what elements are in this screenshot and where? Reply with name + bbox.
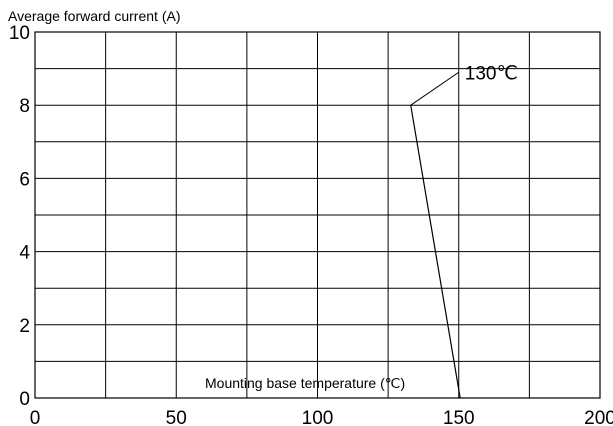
- plot-border: [34, 31, 601, 399]
- y-axis-title: Average forward current (A): [8, 8, 180, 24]
- y-tick-label: 4: [19, 243, 30, 264]
- y-tick-label: 2: [19, 316, 30, 337]
- y-tick-label: 6: [19, 169, 30, 190]
- x-tick-label: 200: [584, 408, 613, 426]
- x-axis-title: Mounting base temperature (℃): [205, 375, 405, 391]
- series: [410, 105, 461, 399]
- plot-frame: [34, 31, 601, 399]
- annotation-label: 130℃: [465, 63, 518, 84]
- grid: [35, 32, 600, 398]
- x-tick-label: 150: [443, 408, 475, 426]
- y-tick-label: 0: [19, 389, 30, 410]
- tick-labels: 0 50 100 150 200 0 2 4 6 8 10: [9, 23, 613, 426]
- x-tick-label: 50: [166, 408, 187, 426]
- x-tick-label: 100: [302, 408, 334, 426]
- derating-curve: [410, 105, 461, 399]
- y-tick-label: 10: [9, 23, 30, 44]
- annotations: 130℃: [410, 63, 518, 106]
- y-tick-label: 8: [19, 96, 30, 117]
- x-tick-label: 0: [30, 408, 41, 426]
- annotation-leader-line: [410, 71, 460, 106]
